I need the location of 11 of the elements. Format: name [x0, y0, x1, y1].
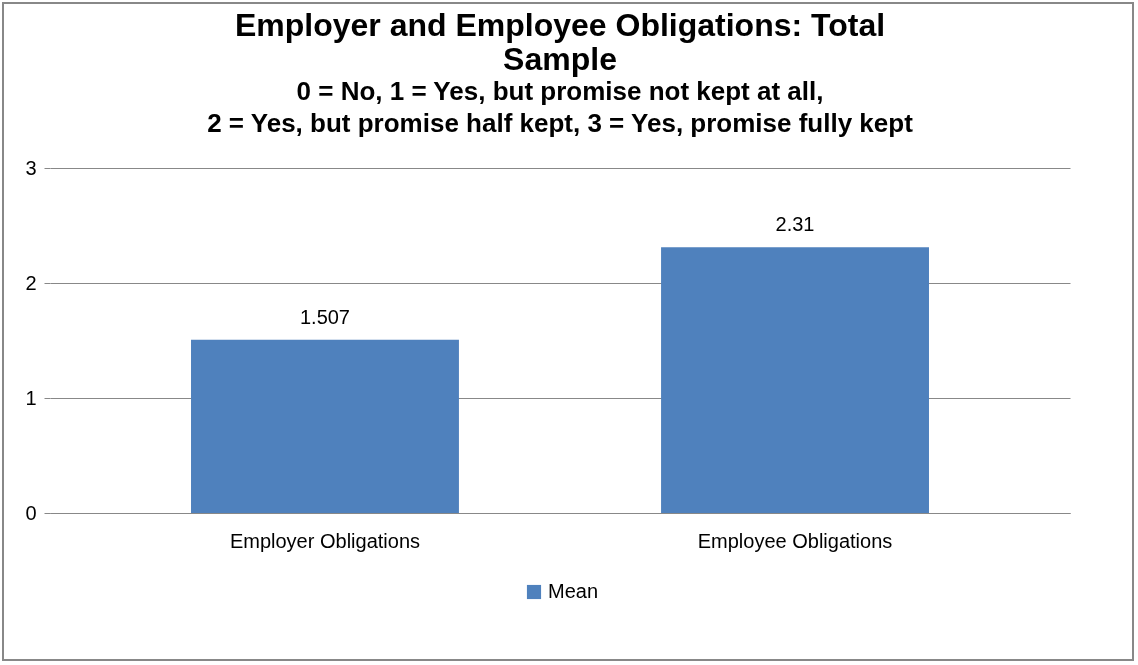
data-label: 1.507 [299, 305, 351, 328]
chart-title: Employer and Employee Obligations: Total Sample [234, 7, 886, 77]
y-tick-label: 2 [25, 271, 37, 294]
y-tick-label: 0 [25, 501, 37, 524]
chart-subtitle: 0 = No, 1 = Yes, but promise not kept at all, 2 = Yes, but promise half kept, 3 = Yes, promise fully kept [207, 76, 914, 138]
y-tick-label: 1 [25, 386, 37, 409]
x-tick-label: Employer Obligations [229, 529, 421, 552]
legend-label: Mean [548, 580, 599, 602]
x-tick-label: Employee Obligations [697, 529, 893, 552]
y-tick-label: 3 [25, 156, 37, 179]
data-label: 2.31 [775, 213, 815, 236]
